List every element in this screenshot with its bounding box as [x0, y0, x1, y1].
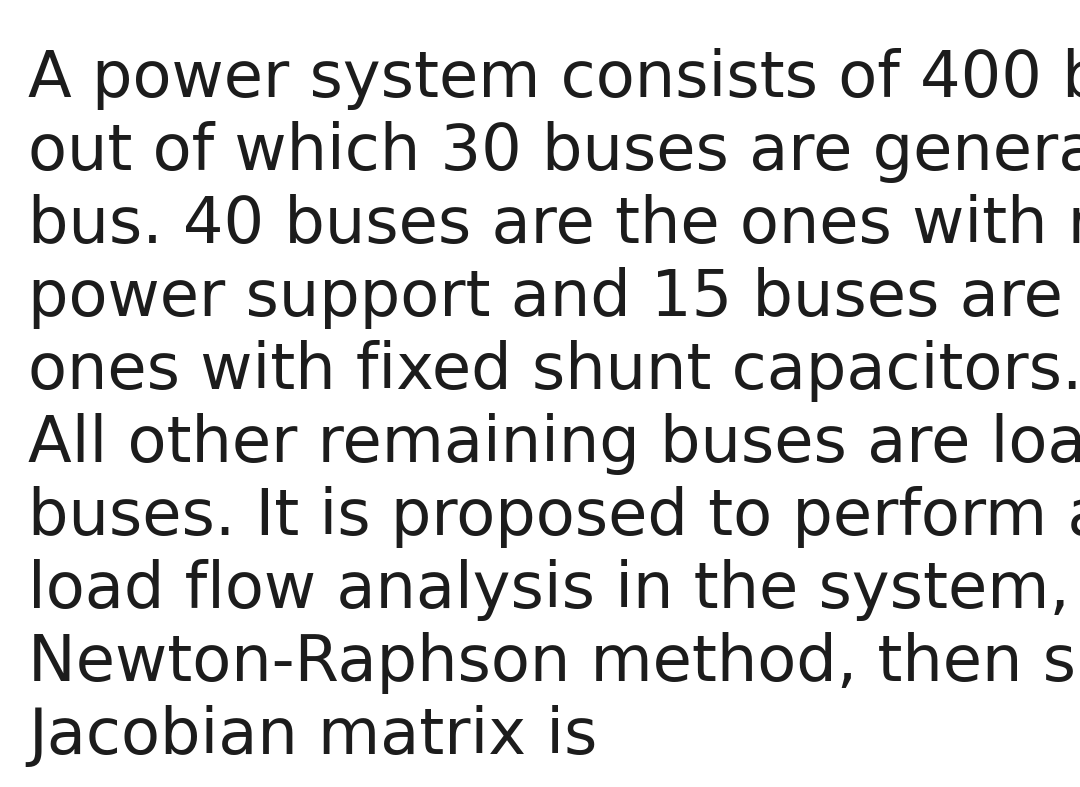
- Text: power support and 15 buses are the: power support and 15 buses are the: [28, 267, 1080, 329]
- Text: Jacobian matrix is: Jacobian matrix is: [28, 705, 597, 767]
- Text: Newton-Raphson method, then size of: Newton-Raphson method, then size of: [28, 632, 1080, 694]
- Text: ones with fixed shunt capacitors.: ones with fixed shunt capacitors.: [28, 340, 1080, 402]
- Text: A power system consists of 400 buses: A power system consists of 400 buses: [28, 48, 1080, 110]
- Text: out of which 30 buses are generator: out of which 30 buses are generator: [28, 121, 1080, 183]
- Text: buses. It is proposed to perform a: buses. It is proposed to perform a: [28, 486, 1080, 548]
- Text: bus. 40 buses are the ones with reactive: bus. 40 buses are the ones with reactive: [28, 194, 1080, 256]
- Text: load flow analysis in the system, using: load flow analysis in the system, using: [28, 559, 1080, 621]
- Text: All other remaining buses are load: All other remaining buses are load: [28, 413, 1080, 475]
